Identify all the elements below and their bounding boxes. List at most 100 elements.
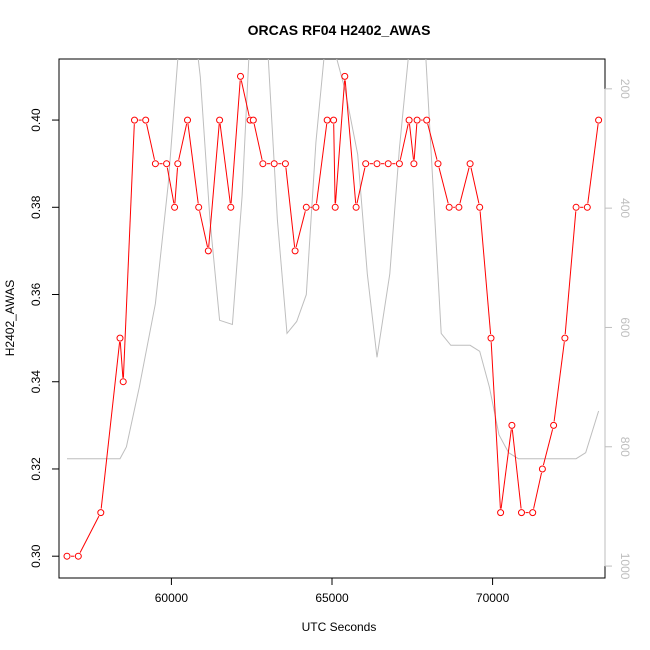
plot-frame (58, 58, 606, 579)
series-line-segment (409, 123, 414, 160)
data-point (518, 509, 525, 517)
data-point (97, 509, 105, 517)
secondary-series-line (67, 59, 600, 460)
data-point (413, 116, 421, 124)
data-point (405, 116, 413, 124)
series-line-segment (146, 123, 155, 160)
data-point (508, 421, 516, 429)
series-line-segment (344, 80, 357, 204)
x-tick-label: 70000 (476, 591, 510, 605)
y2-axis: 200 400 600 800 1000 (604, 79, 632, 580)
series-line-segment (316, 123, 328, 204)
data-point (270, 160, 278, 168)
x-axis: 60000 65000 70000 (155, 577, 510, 605)
data-point (373, 160, 381, 168)
data-point (497, 509, 505, 517)
data-point (291, 247, 299, 255)
data-point (384, 160, 392, 168)
series-line-segment (542, 429, 554, 466)
data-point (434, 160, 442, 168)
data-point (550, 421, 558, 429)
y-tick-label: 0.36 (29, 282, 43, 306)
y2-tick-label: 800 (618, 437, 632, 457)
data-point (476, 203, 484, 211)
series-line-segment (79, 515, 100, 553)
series-line-segment (459, 167, 470, 204)
y2-tick-label: 1000 (618, 553, 632, 580)
series-line-segment (533, 472, 542, 509)
data-point (583, 203, 591, 211)
data-point (259, 160, 267, 168)
y2-tick-label: 600 (618, 317, 632, 337)
y2-tick-label: 200 (618, 79, 632, 99)
series-line-segment (500, 429, 512, 509)
series-line-segment (122, 124, 135, 378)
data-point (163, 160, 171, 168)
y-tick-label: 0.34 (29, 370, 43, 394)
data-point (249, 116, 257, 124)
data-point (330, 116, 338, 124)
series-line-segment (240, 80, 250, 117)
series-line-segment (399, 123, 409, 160)
y2-tick-label: 400 (618, 198, 632, 218)
series-line-segment (230, 80, 241, 204)
data-point (116, 334, 124, 342)
data-point (341, 72, 349, 80)
data-point (362, 160, 370, 168)
data-point (74, 552, 82, 560)
series-line-segment (295, 211, 306, 248)
data-point (455, 203, 463, 211)
series-line-segment (333, 124, 336, 204)
series-line-segment (470, 167, 480, 204)
data-point (237, 72, 244, 80)
series-line-segment (285, 167, 296, 247)
data-point (119, 378, 127, 386)
x-tick-label: 60000 (155, 591, 189, 605)
series-line-segment (413, 123, 418, 160)
series-line-segment (100, 342, 121, 509)
series-line-segment (253, 123, 263, 160)
data-point (131, 116, 138, 124)
data-point (445, 203, 453, 211)
series-line-segment (119, 342, 124, 378)
data-point (529, 509, 537, 517)
series-line-segment (490, 342, 501, 509)
y-tick-label: 0.40 (29, 108, 43, 132)
series-line-segment (587, 123, 599, 204)
data-point (572, 203, 580, 211)
series-line-segment (199, 211, 208, 248)
y-axis-label: H2402_AWAS (3, 280, 17, 356)
secondary-series (67, 59, 600, 460)
data-point (171, 203, 179, 211)
data-point (281, 160, 289, 168)
series-line-segment (356, 167, 366, 204)
data-point (227, 203, 235, 211)
data-point (151, 160, 159, 168)
series-line-segment (174, 167, 178, 204)
series-line-segment (564, 211, 577, 335)
series-line-segment (438, 167, 449, 204)
chart-title: ORCAS RF04 H2402_AWAS (248, 22, 431, 38)
x-axis-label: UTC Seconds (302, 620, 377, 634)
series-line-segment (511, 429, 522, 509)
data-point (142, 116, 150, 124)
data-point (395, 160, 403, 168)
data-point (538, 465, 546, 473)
y-tick-label: 0.38 (29, 195, 43, 219)
y-tick-label: 0.32 (29, 457, 43, 481)
data-point (410, 160, 418, 168)
data-point (184, 116, 191, 124)
series-line-segment (427, 123, 438, 160)
data-point (423, 116, 431, 124)
y-tick-label: 0.30 (29, 544, 43, 568)
data-point (487, 334, 495, 342)
series-line-segment (178, 123, 188, 160)
data-point (561, 334, 569, 342)
y-axis: 0.30 0.32 0.34 0.36 0.38 0.40 (29, 108, 60, 568)
x-tick-label: 65000 (315, 591, 349, 605)
series-line-segment (479, 211, 492, 335)
series-line-segment (335, 80, 346, 204)
data-point (174, 160, 182, 168)
series-line-segment (187, 123, 199, 204)
